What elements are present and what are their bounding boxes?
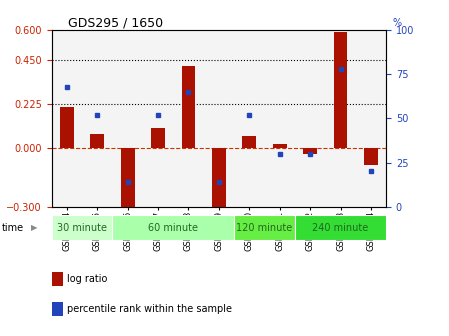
Text: %: % bbox=[393, 18, 402, 29]
Text: 30 minute: 30 minute bbox=[57, 223, 107, 233]
Bar bbox=[334, 32, 348, 148]
Bar bbox=[295, 215, 386, 240]
Bar bbox=[90, 134, 104, 148]
Text: percentile rank within the sample: percentile rank within the sample bbox=[67, 304, 232, 314]
Bar bbox=[234, 215, 295, 240]
Bar bbox=[182, 66, 195, 148]
Text: 60 minute: 60 minute bbox=[148, 223, 198, 233]
Bar bbox=[242, 136, 256, 148]
Text: 120 minute: 120 minute bbox=[236, 223, 293, 233]
Text: time: time bbox=[2, 223, 24, 233]
Bar bbox=[151, 128, 165, 148]
Text: GDS295 / 1650: GDS295 / 1650 bbox=[68, 16, 163, 29]
Bar bbox=[212, 148, 226, 211]
Bar bbox=[121, 148, 135, 211]
Bar bbox=[52, 215, 112, 240]
Bar bbox=[303, 148, 317, 154]
Text: 240 minute: 240 minute bbox=[313, 223, 369, 233]
Bar bbox=[112, 215, 234, 240]
Text: log ratio: log ratio bbox=[67, 274, 108, 284]
Bar bbox=[364, 148, 378, 166]
Text: ▶: ▶ bbox=[31, 223, 37, 232]
Bar bbox=[273, 144, 286, 148]
Bar bbox=[60, 107, 74, 148]
